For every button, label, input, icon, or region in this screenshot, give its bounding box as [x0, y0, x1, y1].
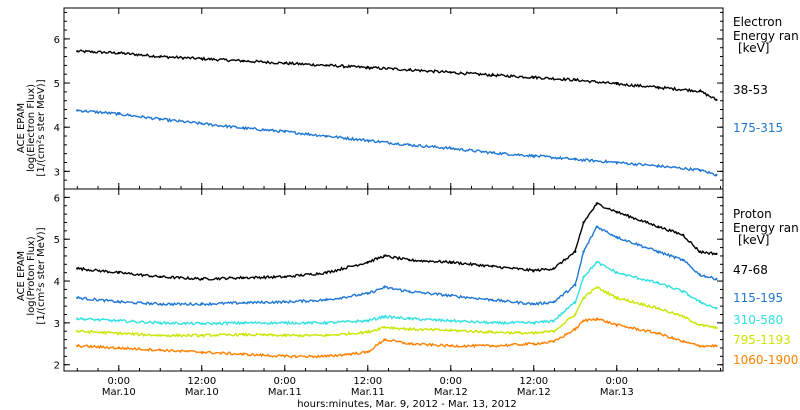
- y-tick-label: 6: [54, 35, 60, 46]
- x-tick-time: 0:00: [606, 376, 628, 387]
- y-tick-label: 4: [54, 123, 60, 134]
- electron-ylabel: ACE EPAM log(Electron Flux) [1/(cm²s ste…: [16, 79, 47, 176]
- proton-flux-panel: 2 3 4 5 6: [54, 188, 724, 372]
- series-115-195: [76, 225, 718, 307]
- x-axis: 0:00Mar.1012:00Mar.100:00Mar.1112:00Mar.…: [76, 186, 722, 398]
- proton-legend-title-3: [keV]: [738, 233, 769, 247]
- series-trace: [76, 49, 717, 101]
- proton-ylabel: ACE EPAM log(Proton Flux) [1/(cm²s ster …: [16, 227, 47, 324]
- legend-entry: 1060-1900: [733, 353, 798, 367]
- panel-frame: [63, 7, 724, 190]
- x-tick-date: Mar.11: [351, 387, 385, 398]
- proton-ylabel-line-2: log(Proton Flux): [26, 236, 37, 315]
- x-tick-date: Mar.10: [185, 387, 219, 398]
- series-trace: [76, 201, 717, 282]
- series-310-580: [76, 261, 718, 326]
- y-tick-label: 2: [54, 361, 60, 372]
- legend-entries: 38-53 175-315 47-68 115-195 310-580 795-1193 1…: [733, 83, 798, 367]
- proton-legend: Proton Energy ran [keV]: [733, 207, 799, 247]
- electron-legend-title-2: Energy ran: [733, 29, 799, 43]
- legend-entry: 795-1193: [733, 333, 791, 347]
- proton-ylabel-line-1: ACE EPAM: [16, 251, 27, 301]
- y-tick-label: 5: [54, 235, 60, 246]
- x-tick-date: Mar.10: [102, 387, 136, 398]
- y-tick-label: 6: [54, 193, 60, 204]
- series-trace: [76, 317, 717, 359]
- y-tick-label: 5: [54, 79, 60, 90]
- series-1060-1900: [76, 317, 718, 359]
- panel-frame: [63, 188, 724, 372]
- y-tick-label: 4: [54, 277, 60, 288]
- legend-entry: 175-315: [733, 121, 783, 135]
- x-tick-time: 0:00: [274, 376, 296, 387]
- x-tick-time: 12:00: [519, 376, 548, 387]
- electron-ylabel-line-1: ACE EPAM: [16, 103, 27, 153]
- electron-legend-title-3: [keV]: [738, 41, 769, 55]
- series-trace: [76, 109, 717, 177]
- x-tick-time: 0:00: [108, 376, 130, 387]
- x-tick-date: Mar.13: [600, 387, 634, 398]
- x-tick-date: Mar.12: [517, 387, 551, 398]
- proton-legend-title-2: Energy ran: [733, 221, 799, 235]
- series-38-53: [76, 49, 718, 102]
- x-tick-time: 12:00: [353, 376, 382, 387]
- electron-legend-title-1: Electron: [733, 15, 782, 29]
- x-tick-date: Mar.12: [434, 387, 468, 398]
- series-795-1193: [76, 286, 718, 338]
- series-trace: [76, 226, 717, 307]
- electron-flux-panel: 3 4 5 6: [54, 7, 724, 190]
- series-trace: [76, 261, 717, 326]
- legend-entry: 38-53: [733, 83, 768, 97]
- y-tick-label: 3: [54, 167, 60, 178]
- proton-ylabel-line-3: [1/(cm²s ster MeV)]: [36, 227, 47, 324]
- x-tick-date: Mar.11: [268, 387, 302, 398]
- electron-ylabel-line-3: [1/(cm²s ster MeV)]: [36, 79, 47, 176]
- y-tick-label: 3: [54, 319, 60, 330]
- x-tick-time: 0:00: [440, 376, 462, 387]
- electron-legend: Electron Energy ran [keV]: [733, 15, 799, 55]
- legend-entry: 310-580: [733, 313, 783, 327]
- proton-legend-title-1: Proton: [733, 207, 772, 221]
- series-trace: [76, 286, 717, 338]
- x-tick-time: 12:00: [187, 376, 216, 387]
- series-47-68: [76, 201, 718, 282]
- electron-ylabel-line-2: log(Electron Flux): [26, 84, 37, 172]
- x-axis-label: hours:minutes, Mar. 9, 2012 - Mar. 13, 2…: [297, 399, 517, 410]
- legend-entry: 47-68: [733, 263, 768, 277]
- series-175-315: [76, 109, 718, 177]
- legend-entry: 115-195: [733, 291, 783, 305]
